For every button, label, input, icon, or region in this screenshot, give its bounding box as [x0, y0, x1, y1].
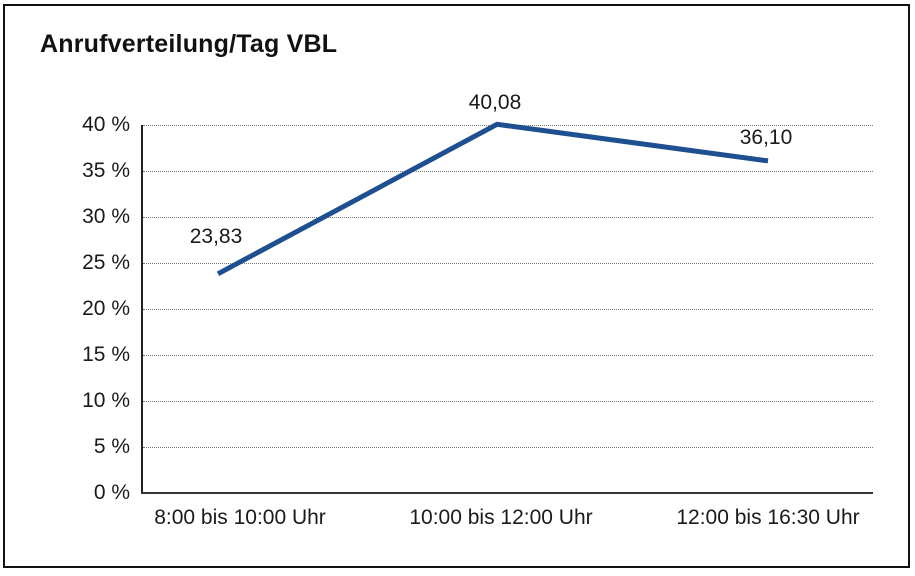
y-tick-label: 40 % [82, 113, 130, 136]
y-tick-label: 20 % [82, 297, 130, 320]
data-label: 23,83 [189, 225, 243, 248]
y-tick-label: 15 % [82, 343, 130, 366]
gridline-30 [143, 217, 873, 218]
y-tick-label: 25 % [82, 251, 130, 274]
x-category-label: 8:00 bis 10:00 Uhr [154, 506, 326, 529]
y-tick-label: 5 % [93, 435, 130, 458]
gridline-15 [143, 355, 873, 356]
x-axis-baseline [141, 492, 873, 494]
x-category-label: 12:00 bis 16:30 Uhr [676, 506, 860, 529]
x-category-label: 10:00 bis 12:00 Uhr [409, 506, 593, 529]
y-tick-label: 30 % [82, 205, 130, 228]
gridline-10 [143, 401, 873, 402]
data-label: 40,08 [468, 91, 522, 114]
y-tick-label: 0 % [93, 481, 130, 504]
y-axis-line [141, 125, 143, 493]
gridline-20 [143, 309, 873, 310]
data-label: 36,10 [739, 126, 793, 149]
gridline-35 [143, 171, 873, 172]
y-tick-label: 35 % [82, 159, 130, 182]
gridline-5 [143, 447, 873, 448]
y-tick-label: 10 % [82, 389, 130, 412]
chart-title: Anrufverteilung/Tag VBL [40, 30, 338, 58]
chart-frame-border [3, 4, 910, 568]
gridline-25 [143, 263, 873, 264]
